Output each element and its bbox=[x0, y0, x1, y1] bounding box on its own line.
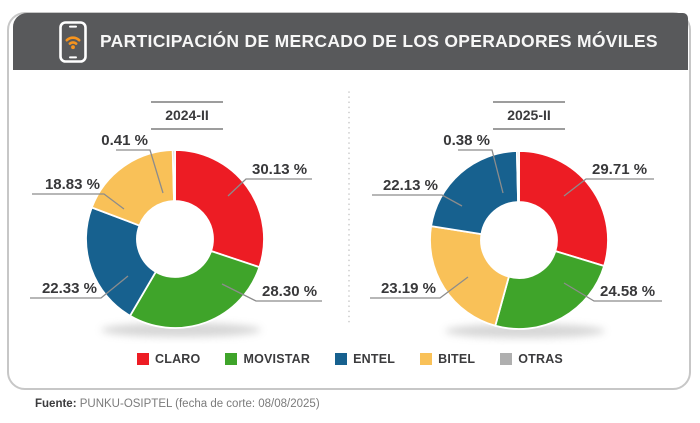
legend-item-bitel: BITEL bbox=[420, 352, 475, 366]
legend: CLARO MOVISTAR ENTEL BITEL OTRAS bbox=[0, 352, 700, 366]
legend-swatch-bitel bbox=[420, 353, 433, 365]
source-text: PUNKU-OSIPTEL (fecha de corte: 08/08/202… bbox=[79, 398, 320, 410]
legend-swatch-otras bbox=[500, 353, 513, 365]
chart-title-2025: 2025-II bbox=[493, 101, 565, 130]
source-label: Fuente: bbox=[35, 398, 77, 410]
page-title: PARTICIPACIÓN DE MERCADO DE LOS OPERADOR… bbox=[100, 31, 658, 51]
legend-item-movistar: MOVISTAR bbox=[225, 352, 310, 366]
legend-label: OTRAS bbox=[518, 352, 563, 366]
legend-label: MOVISTAR bbox=[243, 352, 311, 366]
card: PARTICIPACIÓN DE MERCADO DE LOS OPERADOR… bbox=[7, 12, 691, 390]
legend-label: BITEL bbox=[438, 352, 476, 366]
legend-label: CLARO bbox=[155, 352, 201, 366]
legend-swatch-claro bbox=[137, 353, 150, 365]
legend-item-claro: CLARO bbox=[137, 352, 200, 366]
legend-swatch-movistar bbox=[225, 353, 238, 365]
source-note: Fuente: PUNKU-OSIPTEL (fecha de corte: 0… bbox=[35, 398, 320, 410]
legend-swatch-entel bbox=[335, 353, 348, 365]
mobile-phone-wifi-icon bbox=[59, 20, 87, 63]
legend-label: ENTEL bbox=[353, 352, 396, 366]
chart-title-2024: 2024-II bbox=[151, 101, 223, 130]
legend-item-otras: OTRAS bbox=[500, 352, 563, 366]
legend-item-entel: ENTEL bbox=[335, 352, 395, 366]
header-bar: PARTICIPACIÓN DE MERCADO DE LOS OPERADOR… bbox=[13, 13, 688, 70]
